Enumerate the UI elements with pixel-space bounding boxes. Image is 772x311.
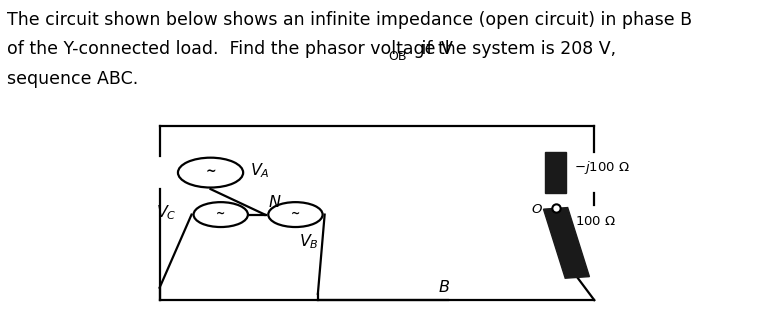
Text: ~: ~ <box>216 208 225 218</box>
Text: $V_A$: $V_A$ <box>250 162 269 180</box>
Text: OB: OB <box>388 50 407 63</box>
Text: $O$: $O$ <box>531 203 543 216</box>
Bar <box>545 152 566 193</box>
Text: $V_C$: $V_C$ <box>156 204 177 222</box>
Text: $-j100\ \Omega$: $-j100\ \Omega$ <box>574 160 630 176</box>
Text: $V_B$: $V_B$ <box>299 233 319 251</box>
Text: if the system is 208 V,: if the system is 208 V, <box>415 40 616 58</box>
Text: of the Y-connected load.  Find the phasor voltage V: of the Y-connected load. Find the phasor… <box>7 40 452 58</box>
Text: $B$: $B$ <box>438 279 450 296</box>
Text: The circuit shown below shows an infinite impedance (open circuit) in phase B: The circuit shown below shows an infinit… <box>7 11 692 29</box>
Text: ~: ~ <box>291 208 300 218</box>
Text: $100\ \Omega$: $100\ \Omega$ <box>574 215 616 228</box>
Polygon shape <box>543 207 589 278</box>
Text: ~: ~ <box>205 165 216 178</box>
Text: $N$: $N$ <box>269 194 282 211</box>
Text: sequence ABC.: sequence ABC. <box>7 70 138 88</box>
